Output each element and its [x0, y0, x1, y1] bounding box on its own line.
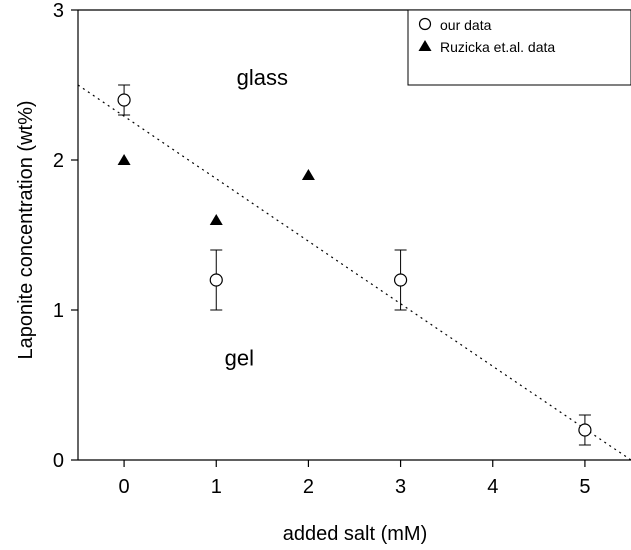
data-point-our-data: [393, 273, 408, 287]
dotted-fit-line: [77, 84, 631, 461]
y-tick-label: 0: [53, 450, 64, 472]
x-tick-label: 2: [303, 476, 314, 498]
data-point-ruzicka-data: [117, 154, 131, 165]
legend-box: [407, 9, 631, 86]
x-tick-label: 5: [579, 476, 590, 498]
data-point-our-data: [117, 93, 131, 107]
y-tick-label: 1: [53, 300, 64, 322]
x-tick-label: 0: [119, 476, 130, 498]
x-tick-label: 3: [395, 476, 406, 498]
x-tick-label: 4: [487, 476, 498, 498]
data-point-our-data: [209, 273, 223, 287]
legend-label-our-data: our data: [440, 17, 492, 33]
data-point-ruzicka-data: [301, 169, 315, 180]
x-tick-label: 1: [211, 476, 222, 498]
y-tick-label: 3: [53, 0, 64, 22]
marks-layer: [117, 84, 592, 446]
region-label-gel: gel: [225, 346, 254, 371]
y-axis-title: Laponite concentration (wt%): [15, 100, 37, 359]
legend-marker-our-data: [418, 17, 432, 31]
ticks-layer: 0 1 2 3 4 5 0 1 2 3: [53, 0, 591, 498]
legend-marker-ruzicka-data: [418, 40, 432, 51]
data-point-ruzicka-data: [209, 214, 223, 225]
dotted-fit-layer: [77, 84, 631, 461]
legend-label-ruzicka-data: Ruzicka et.al. data: [440, 39, 555, 55]
y-tick-label: 2: [53, 150, 64, 172]
data-point-our-data: [578, 423, 592, 437]
legend: our data Ruzicka et.al. data: [407, 9, 631, 86]
region-label-glass: glass: [237, 65, 288, 90]
x-axis-title: added salt (mM): [283, 523, 428, 545]
annotations-layer: glass gel: [225, 65, 288, 371]
